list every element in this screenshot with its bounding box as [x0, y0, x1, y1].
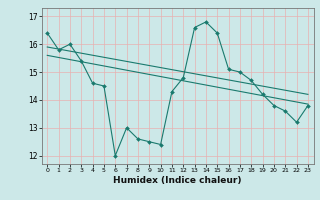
X-axis label: Humidex (Indice chaleur): Humidex (Indice chaleur) [113, 176, 242, 185]
